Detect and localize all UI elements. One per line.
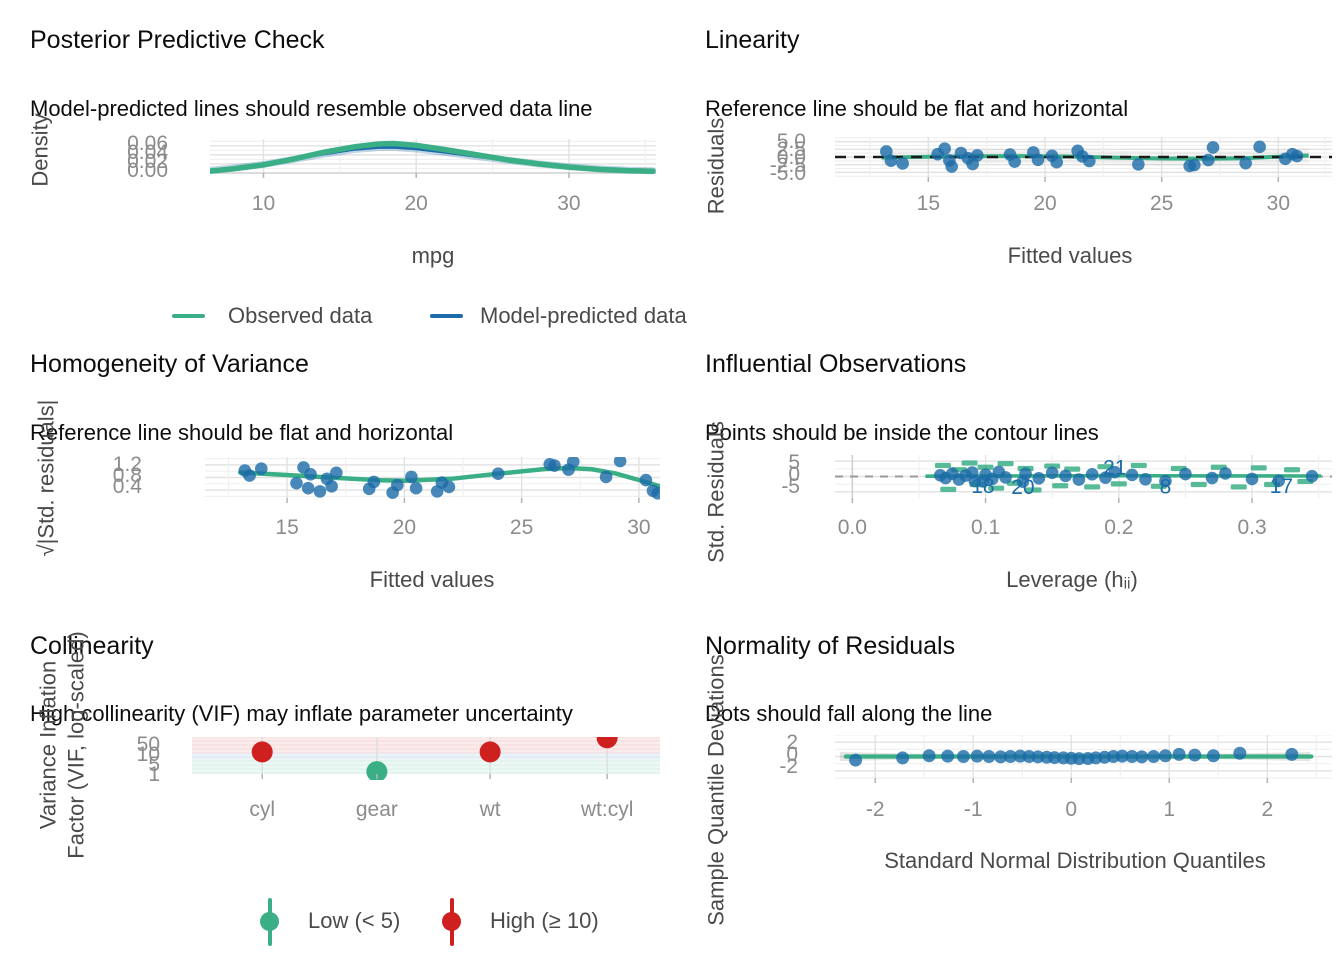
- y-axis-label: Sample Quantile Deviations: [703, 654, 729, 926]
- legend-label-low: Low (< 5): [308, 908, 401, 933]
- panel-title: Homogeneity of Variance: [30, 350, 309, 378]
- panel-title: Linearity: [705, 26, 800, 54]
- y-tick-label: 2.5: [776, 138, 806, 161]
- x-axis-label: Fitted values: [1007, 243, 1133, 268]
- panel-title: Posterior Predictive Check: [30, 26, 325, 54]
- y-tick-label: -2: [779, 755, 798, 778]
- y-tick-label: 0.00: [127, 159, 168, 182]
- y-axis-label: √|Std. residuals|: [33, 399, 59, 557]
- point-label: 18: [971, 475, 994, 498]
- x-tick-label: 25: [509, 516, 534, 539]
- x-tick-label: 0.0: [837, 516, 867, 539]
- panel-title: Influential Observations: [705, 350, 967, 378]
- observed-line-swatch: [172, 314, 205, 318]
- high-vif-pointrange-dot: [442, 912, 461, 931]
- x-tick-label: 1: [1163, 798, 1176, 821]
- y-tick-label: 1: [148, 763, 160, 786]
- x-tick-label: gear: [355, 798, 398, 821]
- y-tick-label: 0: [788, 463, 800, 486]
- x-tick-label: 25: [1149, 192, 1174, 215]
- y-axis-label: Density: [27, 113, 53, 187]
- panel-title: Normality of Residuals: [705, 632, 956, 660]
- x-tick-label: 15: [916, 192, 941, 215]
- y-tick-label: 5: [148, 753, 160, 776]
- low-vif-pointrange-dot: [260, 912, 279, 931]
- panel-subtitle: Model-predicted lines should resemble ob…: [30, 96, 593, 121]
- y-tick-label: 2: [786, 731, 798, 754]
- y-axis-label: Residuals: [703, 117, 729, 215]
- panel-title: Collinearity: [30, 632, 154, 660]
- x-tick-label: 2: [1261, 798, 1274, 821]
- collinearity-plot-area: [192, 737, 660, 780]
- x-tick-label: 0.3: [1237, 516, 1267, 539]
- y-tick-label: -5: [781, 475, 800, 498]
- x-tick-label: wt:cyl: [580, 798, 634, 821]
- x-tick-label: 20: [1033, 192, 1057, 215]
- y-tick-label: 10: [136, 743, 160, 766]
- y-tick-label: -2.5: [769, 154, 806, 177]
- legend-label-predicted: Model-predicted data: [480, 303, 687, 328]
- y-tick-label: -5.0: [769, 162, 806, 185]
- x-tick-label: cyl: [249, 798, 276, 821]
- x-tick-label: -1: [963, 798, 983, 821]
- x-tick-label: 30: [557, 192, 581, 215]
- y-tick-label: 5: [788, 451, 800, 474]
- panel-subtitle: High collinearity (VIF) may inflate para…: [30, 701, 573, 726]
- x-axis-label: Leverage (hᵢᵢ): [1006, 567, 1138, 592]
- y-tick-label: 0.06: [127, 132, 168, 155]
- influential-plot-area: 18 20 21 8 17: [835, 455, 1332, 503]
- y-tick-label: 0.8: [112, 464, 142, 487]
- x-tick-label: 15: [275, 516, 299, 539]
- linearity-plot-area: [835, 137, 1332, 182]
- x-tick-label: 30: [627, 516, 651, 539]
- x-tick-label: 30: [1266, 192, 1291, 215]
- y-axis-label: Std. Residuals: [703, 421, 729, 563]
- y-tick-label: 5.0: [776, 130, 806, 153]
- homogeneity-plot-area: [205, 457, 660, 503]
- panel-subtitle: Points should be inside the contour line…: [705, 420, 1099, 445]
- qq-plot-area: [835, 735, 1332, 783]
- y-axis-label-line2: Factor (VIF, log-scaled): [63, 631, 88, 859]
- y-tick-label: 0.04: [127, 141, 168, 164]
- y-tick-label: 50: [136, 733, 160, 756]
- x-tick-label: 0: [1065, 798, 1078, 821]
- y-tick-label: 0: [786, 743, 798, 766]
- y-axis-label-line1: Variance Inflation: [35, 660, 61, 830]
- point-label: 21: [1103, 456, 1126, 479]
- x-tick-label: 10: [251, 192, 276, 215]
- x-tick-label: 20: [392, 516, 417, 539]
- x-tick-label: wt: [479, 798, 501, 821]
- point-label: 17: [1270, 475, 1293, 498]
- y-tick-label: 0.4: [112, 475, 142, 498]
- y-tick-label: 0.02: [127, 150, 168, 173]
- panel-subtitle: Reference line should be flat and horizo…: [30, 420, 454, 445]
- predicted-line-swatch: [430, 314, 463, 318]
- y-tick-label: 1.2: [112, 453, 142, 476]
- y-axis-label: Variance Inflation Factor (VIF, log-scal…: [35, 631, 90, 858]
- legend-label-observed: Observed data: [228, 303, 373, 328]
- ppc-plot-area: [210, 139, 656, 178]
- legend-label-high: High (≥ 10): [490, 908, 599, 933]
- panel-subtitle: Dots should fall along the line: [705, 701, 993, 726]
- x-axis-label: mpg: [411, 243, 455, 268]
- x-axis-label: Standard Normal Distribution Quantiles: [884, 848, 1266, 873]
- x-tick-label: 0.1: [970, 516, 1001, 539]
- point-label: 20: [1011, 476, 1034, 499]
- panel-subtitle: Reference line should be flat and horizo…: [705, 96, 1129, 121]
- point-label: 8: [1160, 476, 1172, 499]
- x-tick-label: 20: [404, 192, 428, 215]
- x-tick-label: -2: [865, 798, 885, 821]
- x-tick-label: 0.2: [1104, 516, 1134, 539]
- y-tick-label: 0.0: [776, 146, 806, 169]
- x-axis-label: Fitted values: [369, 567, 495, 592]
